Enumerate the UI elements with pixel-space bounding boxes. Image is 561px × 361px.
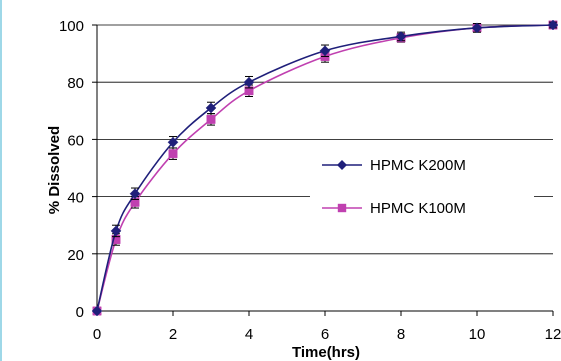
series-1: [91, 19, 559, 317]
y-tick-labels: 0 20 40 60 80 100: [59, 18, 84, 321]
y-tick-label: 0: [76, 304, 84, 321]
x-tick-label: 8: [397, 326, 405, 343]
legend-background: [310, 150, 534, 225]
data-point: [471, 22, 483, 34]
data-point: [395, 31, 407, 42]
x-tick-label: 10: [469, 326, 486, 343]
y-tick-label: 40: [67, 190, 84, 207]
x-tick-label: 4: [245, 326, 253, 343]
x-tick-label: 2: [169, 326, 177, 343]
x-axis-label: Time(hrs): [292, 344, 360, 361]
y-tick-label: 60: [67, 132, 84, 149]
data-point: [91, 305, 103, 317]
x-tick-label: 0: [93, 326, 101, 343]
series-line-1: [96, 24, 554, 312]
legend-label-2: HPMC K100M: [370, 200, 466, 217]
y-axis-label: % Dissolved: [46, 126, 63, 214]
data-point: [130, 197, 140, 207]
legend-entry-1: HPMC K200M: [322, 157, 466, 174]
legend-marker-1: [337, 160, 347, 170]
y-tick-label: 80: [67, 75, 84, 92]
data-point: [167, 136, 179, 148]
data-point: [110, 225, 122, 237]
data-point: [319, 45, 331, 57]
data-point: [547, 19, 559, 31]
data-point: [244, 86, 254, 96]
x-tick-label: 6: [321, 326, 329, 343]
legend-label-1: HPMC K200M: [370, 157, 466, 174]
data-point: [168, 149, 178, 159]
legend-marker-2: [337, 203, 347, 213]
legend-entry-2: HPMC K100M: [322, 200, 466, 217]
y-tick-label: 100: [59, 18, 84, 35]
data-point: [129, 188, 141, 200]
x-tick-label: 12: [545, 326, 561, 343]
data-point: [243, 76, 255, 88]
x-tick-labels: 0 2 4 6 8 10 12: [93, 326, 561, 343]
data-point: [205, 102, 217, 114]
data-point: [206, 114, 216, 124]
y-tick-label: 20: [67, 247, 84, 264]
legend: HPMC K200M HPMC K100M: [310, 150, 534, 225]
series-plot-area: [91, 19, 559, 317]
